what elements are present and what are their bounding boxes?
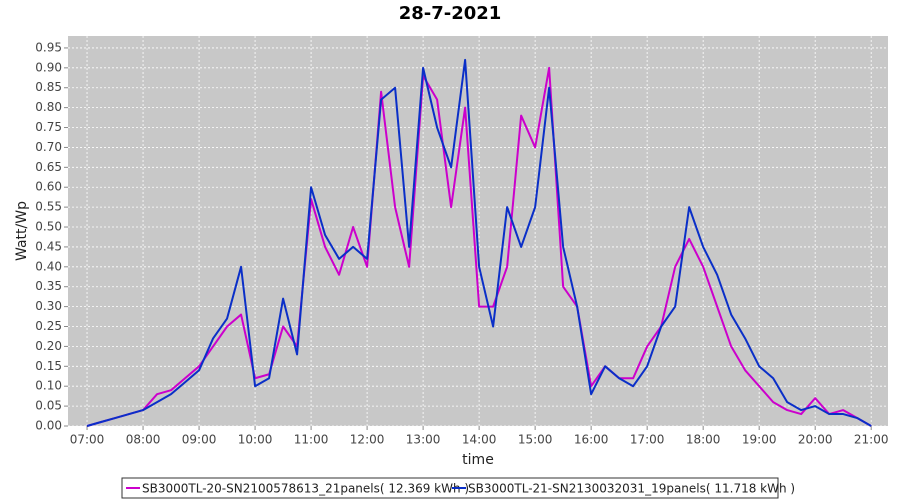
- y-tick-label: 0.75: [35, 120, 62, 134]
- series-line: [86, 66, 872, 427]
- plot-area: [68, 36, 888, 426]
- chart-title: 28-7-2021: [399, 3, 502, 24]
- y-tick-label: 0.00: [35, 419, 62, 433]
- x-tick-label: 07:00: [70, 433, 105, 447]
- y-tick-label: 0.80: [35, 100, 62, 114]
- y-tick-label: 0.85: [35, 80, 62, 94]
- y-tick-label: 0.60: [35, 180, 62, 194]
- x-tick-label: 09:00: [182, 433, 217, 447]
- legend-label: SB3000TL-20-SN2100578613_21panels( 12.36…: [142, 482, 469, 496]
- legend-box: [121, 477, 779, 499]
- x-tick-label: 18:00: [686, 433, 721, 447]
- y-tick-label: 0.55: [35, 200, 62, 214]
- legend-label: SB3000TL-21-SN2130032031_19panels( 11.71…: [468, 482, 795, 496]
- y-tick-label: 0.40: [35, 259, 62, 273]
- x-tick-label: 19:00: [742, 433, 777, 447]
- x-tick-label: 12:00: [350, 433, 385, 447]
- y-tick-label: 0.50: [35, 220, 62, 234]
- x-tick-label: 21:00: [854, 433, 889, 447]
- y-tick-label: 0.25: [35, 319, 62, 333]
- y-tick-label: 0.10: [35, 379, 62, 393]
- y-tick-label: 0.35: [35, 279, 62, 293]
- y-tick-label: 0.65: [35, 160, 62, 174]
- y-tick-label: 0.15: [35, 359, 62, 373]
- y-tick-label: 0.30: [35, 299, 62, 313]
- x-tick-label: 17:00: [630, 433, 665, 447]
- y-tick-label: 0.90: [35, 60, 62, 74]
- x-tick-label: 10:00: [238, 433, 273, 447]
- x-axis-label: time: [462, 452, 494, 468]
- series-line: [86, 58, 872, 427]
- x-tick-label: 11:00: [294, 433, 329, 447]
- x-tick-label: 08:00: [126, 433, 161, 447]
- y-axis-label: Watt/Wp: [14, 201, 30, 261]
- y-tick-label: 0.95: [35, 40, 62, 54]
- y-tick-label: 0.05: [35, 399, 62, 413]
- x-tick-label: 15:00: [518, 433, 553, 447]
- x-tick-label: 13:00: [406, 433, 441, 447]
- y-tick-label: 0.20: [35, 339, 62, 353]
- x-tick-label: 16:00: [574, 433, 609, 447]
- y-tick-label: 0.45: [35, 239, 62, 253]
- x-tick-label: 14:00: [462, 433, 497, 447]
- y-tick-label: 0.70: [35, 140, 62, 154]
- x-tick-label: 20:00: [798, 433, 833, 447]
